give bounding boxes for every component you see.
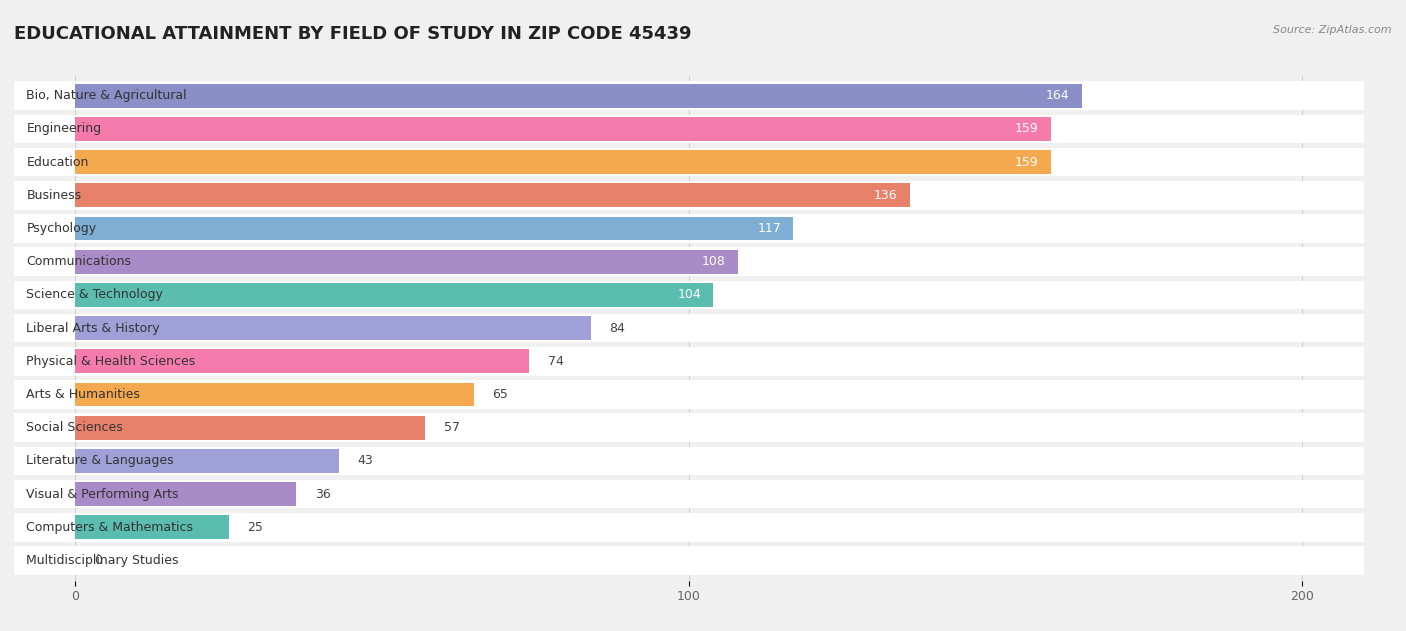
Text: 25: 25 — [247, 521, 263, 534]
Bar — [76, 216, 793, 240]
Text: 74: 74 — [548, 355, 564, 368]
Bar — [76, 316, 591, 340]
Text: 0: 0 — [94, 554, 101, 567]
Bar — [76, 84, 1081, 108]
Bar — [76, 283, 713, 307]
Bar — [76, 184, 910, 207]
Bar — [14, 347, 1364, 375]
Bar — [14, 148, 1364, 176]
Text: Science & Technology: Science & Technology — [27, 288, 163, 302]
Bar — [14, 115, 1364, 143]
Text: 57: 57 — [443, 422, 460, 434]
Bar — [76, 416, 425, 440]
Text: Psychology: Psychology — [27, 222, 97, 235]
Text: Multidisciplinary Studies: Multidisciplinary Studies — [27, 554, 179, 567]
Text: 159: 159 — [1015, 156, 1039, 168]
Bar — [14, 247, 1364, 276]
Text: Bio, Nature & Agricultural: Bio, Nature & Agricultural — [27, 89, 187, 102]
Bar — [76, 382, 474, 406]
Text: Business: Business — [27, 189, 82, 202]
Text: 104: 104 — [678, 288, 702, 302]
Text: 159: 159 — [1015, 122, 1039, 136]
Text: 65: 65 — [492, 388, 509, 401]
Text: Social Sciences: Social Sciences — [27, 422, 124, 434]
Bar — [76, 449, 339, 473]
Bar — [14, 480, 1364, 509]
Bar — [14, 380, 1364, 409]
Text: Arts & Humanities: Arts & Humanities — [27, 388, 141, 401]
Bar — [14, 413, 1364, 442]
Bar — [76, 350, 530, 374]
Bar — [76, 482, 297, 506]
Bar — [14, 447, 1364, 475]
Bar — [14, 513, 1364, 541]
Text: Communications: Communications — [27, 255, 131, 268]
Text: Visual & Performing Arts: Visual & Performing Arts — [27, 488, 179, 500]
Text: Education: Education — [27, 156, 89, 168]
Bar — [14, 181, 1364, 209]
Text: EDUCATIONAL ATTAINMENT BY FIELD OF STUDY IN ZIP CODE 45439: EDUCATIONAL ATTAINMENT BY FIELD OF STUDY… — [14, 25, 692, 44]
Bar — [76, 250, 738, 274]
Bar — [76, 150, 1050, 174]
Text: Engineering: Engineering — [27, 122, 101, 136]
Text: Physical & Health Sciences: Physical & Health Sciences — [27, 355, 195, 368]
Text: 36: 36 — [315, 488, 330, 500]
Text: Literature & Languages: Literature & Languages — [27, 454, 174, 468]
Text: 136: 136 — [875, 189, 897, 202]
Bar — [14, 546, 1364, 575]
Bar — [14, 314, 1364, 343]
Text: 84: 84 — [609, 322, 626, 334]
Text: 108: 108 — [702, 255, 725, 268]
Text: 43: 43 — [357, 454, 374, 468]
Text: Computers & Mathematics: Computers & Mathematics — [27, 521, 194, 534]
Text: Source: ZipAtlas.com: Source: ZipAtlas.com — [1274, 25, 1392, 35]
Text: 117: 117 — [758, 222, 780, 235]
Bar — [76, 516, 229, 540]
Bar — [14, 214, 1364, 243]
Text: 164: 164 — [1046, 89, 1070, 102]
Bar — [76, 117, 1050, 141]
Text: Liberal Arts & History: Liberal Arts & History — [27, 322, 160, 334]
Bar — [14, 281, 1364, 309]
Bar — [14, 81, 1364, 110]
